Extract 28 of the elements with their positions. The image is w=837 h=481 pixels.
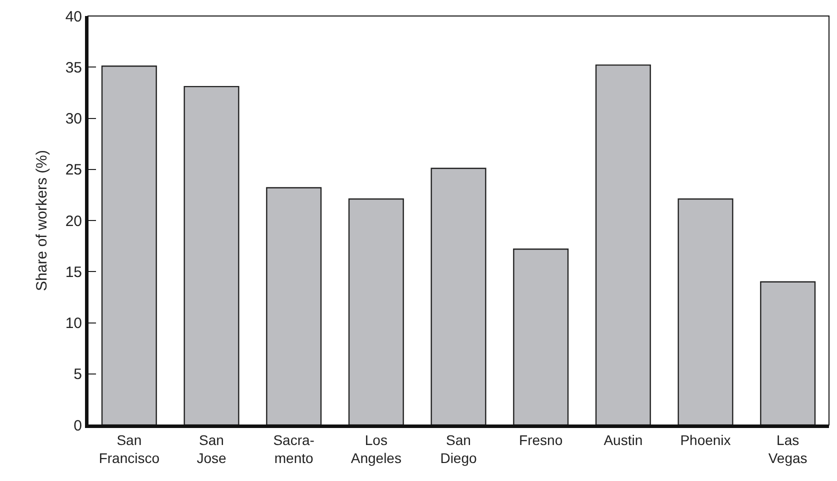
x-tick-label: Fresno <box>519 432 563 448</box>
bar <box>101 66 157 425</box>
bar <box>348 198 404 425</box>
y-tick-label: 40 <box>65 8 82 26</box>
bar <box>760 281 816 425</box>
x-tick-label: San Francisco <box>98 432 160 466</box>
x-tick-label: Phoenix <box>680 432 731 448</box>
bar <box>184 86 240 425</box>
x-tick-label: San Diego <box>440 432 477 466</box>
bar <box>513 248 569 425</box>
y-tick-label: 5 <box>74 366 82 384</box>
bar <box>266 187 322 425</box>
y-tick-label: 35 <box>65 59 82 76</box>
y-tick-label: 25 <box>65 162 82 179</box>
y-tick-label: 15 <box>65 264 82 281</box>
x-tick-label: Las Vegas <box>768 432 808 466</box>
y-tick-label: 30 <box>65 110 82 128</box>
y-tick-label: 10 <box>65 315 82 332</box>
x-tick-label: Austin <box>604 432 643 448</box>
bar <box>678 198 734 425</box>
x-tick-label: San Jose <box>196 432 226 466</box>
x-tick-label: Los Angeles <box>350 432 402 466</box>
bar <box>430 168 486 425</box>
x-tick-label: Sacra-mento <box>273 432 315 466</box>
bar <box>595 64 651 425</box>
y-axis-title: Share of workers (%) <box>34 150 51 291</box>
y-tick-label: 0 <box>74 417 82 434</box>
y-tick-label: 20 <box>65 212 82 230</box>
